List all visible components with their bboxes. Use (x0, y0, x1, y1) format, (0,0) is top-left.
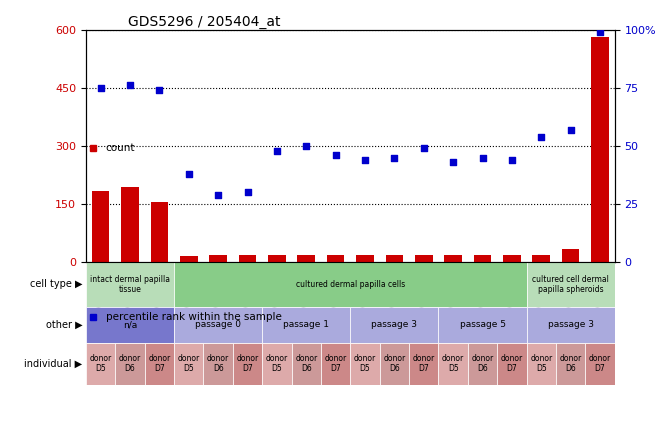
Text: cultured dermal papilla cells: cultured dermal papilla cells (295, 280, 405, 289)
Bar (586, 343, 615, 385)
Point (360, 157, 370, 163)
Text: donor
D6: donor D6 (471, 354, 494, 373)
Bar (174, 262, 527, 307)
Text: cultured cell dermal
papilla spheroids: cultured cell dermal papilla spheroids (532, 275, 609, 294)
Text: passage 1: passage 1 (284, 320, 329, 329)
Text: donor
D6: donor D6 (383, 354, 405, 373)
Text: percentile rank within the sample: percentile rank within the sample (106, 312, 282, 322)
Text: donor
D5: donor D5 (354, 354, 376, 373)
Bar (591, 37, 609, 262)
Bar (385, 255, 403, 262)
Bar (327, 255, 344, 262)
Point (213, 191, 223, 198)
Text: donor
D5: donor D5 (530, 354, 553, 373)
Text: intact dermal papilla
tissue: intact dermal papilla tissue (90, 275, 170, 294)
Bar (292, 343, 321, 385)
Text: count: count (106, 143, 136, 153)
Point (477, 154, 488, 161)
Bar (121, 187, 139, 262)
Text: donor
D5: donor D5 (89, 354, 112, 373)
Point (301, 143, 311, 149)
Bar (350, 343, 379, 385)
Text: donor
D7: donor D7 (589, 354, 611, 373)
Bar (239, 255, 256, 262)
Text: donor
D7: donor D7 (148, 354, 171, 373)
Text: donor
D7: donor D7 (237, 354, 258, 373)
Text: donor
D6: donor D6 (119, 354, 141, 373)
Bar (268, 255, 286, 262)
Text: passage 3: passage 3 (548, 320, 594, 329)
Point (448, 159, 459, 165)
Point (595, 29, 605, 36)
Bar (556, 343, 586, 385)
Text: donor
D6: donor D6 (207, 354, 229, 373)
Point (536, 133, 547, 140)
Bar (321, 343, 350, 385)
Bar (527, 343, 556, 385)
Bar (468, 343, 497, 385)
Text: individual ▶: individual ▶ (24, 359, 83, 369)
Text: donor
D5: donor D5 (266, 354, 288, 373)
Bar (174, 307, 262, 343)
Text: n/a: n/a (123, 320, 137, 329)
Point (95, 85, 106, 91)
Bar (86, 343, 115, 385)
Bar (115, 343, 145, 385)
Point (389, 154, 400, 161)
Bar (297, 255, 315, 262)
Point (125, 82, 136, 89)
Bar (356, 255, 374, 262)
Bar (503, 255, 521, 262)
Bar (210, 255, 227, 262)
Text: GDS5296 / 205404_at: GDS5296 / 205404_at (128, 14, 281, 29)
Text: donor
D5: donor D5 (178, 354, 200, 373)
Bar (233, 343, 262, 385)
Bar (151, 202, 168, 262)
Bar (86, 307, 174, 343)
Bar (562, 249, 580, 262)
Text: donor
D6: donor D6 (295, 354, 317, 373)
Point (506, 157, 517, 163)
Bar (527, 307, 615, 343)
Text: donor
D7: donor D7 (412, 354, 435, 373)
Bar (474, 255, 491, 262)
Text: passage 3: passage 3 (371, 320, 417, 329)
Point (565, 126, 576, 133)
Text: other ▶: other ▶ (46, 320, 83, 330)
Bar (86, 262, 174, 307)
Text: passage 0: passage 0 (195, 320, 241, 329)
Point (154, 87, 165, 93)
Bar (350, 307, 438, 343)
Text: donor
D7: donor D7 (325, 354, 347, 373)
Point (242, 189, 253, 196)
Text: donor
D5: donor D5 (442, 354, 464, 373)
Bar (262, 307, 350, 343)
Bar (145, 343, 174, 385)
Bar (415, 255, 432, 262)
Point (272, 147, 282, 154)
Bar (204, 343, 233, 385)
Bar (533, 255, 550, 262)
Bar (497, 343, 527, 385)
Text: donor
D7: donor D7 (501, 354, 523, 373)
Text: passage 5: passage 5 (459, 320, 506, 329)
Bar (438, 343, 468, 385)
Bar (262, 343, 292, 385)
Point (418, 145, 429, 152)
Text: cell type ▶: cell type ▶ (30, 280, 83, 289)
Bar (409, 343, 438, 385)
Point (184, 170, 194, 177)
Bar (92, 190, 110, 262)
Text: donor
D6: donor D6 (560, 354, 582, 373)
Bar (379, 343, 409, 385)
Bar (174, 343, 204, 385)
Point (330, 152, 341, 159)
Bar (527, 262, 615, 307)
Bar (180, 256, 198, 262)
Bar (438, 307, 527, 343)
Bar (444, 255, 462, 262)
